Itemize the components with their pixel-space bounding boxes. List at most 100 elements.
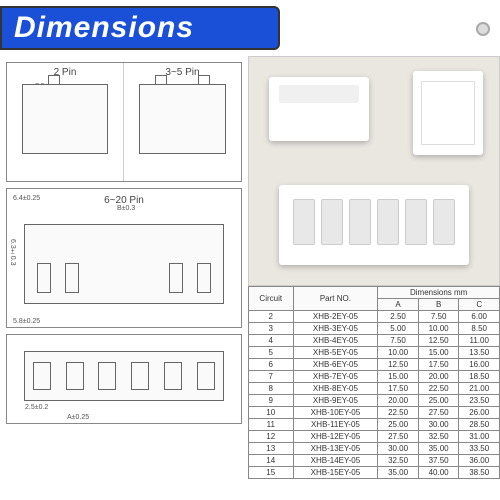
connector-photo-1 [269,77,369,141]
table-cell: 32.50 [378,455,419,467]
table-row: 6XHB-6EY-0512.5017.5016.00 [249,359,500,371]
table-cell: 27.50 [378,431,419,443]
table-cell: 40.00 [418,467,459,479]
table-cell: 8.50 [459,323,500,335]
photo-area [248,56,500,286]
port-icon [98,362,116,390]
table-row: 11XHB-11EY-0525.0030.0028.50 [249,419,500,431]
table-cell: 38.50 [459,467,500,479]
slot-icon [169,263,183,293]
table-cell: XHB-7EY-05 [293,371,378,383]
table-cell: 11.00 [459,335,500,347]
table-cell: 23.50 [459,395,500,407]
table-cell: 13 [249,443,294,455]
table-header-row: Circuit Part NO. Dimensions mm [249,287,500,299]
table-row: 5XHB-5EY-0510.0015.0013.50 [249,347,500,359]
table-cell: 37.50 [418,455,459,467]
table-cell: 17.50 [418,359,459,371]
table-cell: 17.50 [378,383,419,395]
table-cell: 12 [249,431,294,443]
table-cell: 25.00 [418,395,459,407]
table-cell: 12.50 [378,359,419,371]
th-dimensions: Dimensions mm [378,287,500,299]
table-cell: 35.00 [418,443,459,455]
right-column: Circuit Part NO. Dimensions mm A B C 2XH… [248,56,500,500]
table-cell: 20.00 [418,371,459,383]
tab-icon [155,75,167,85]
table-cell: 18.50 [459,371,500,383]
table-cell: 22.50 [418,383,459,395]
label-2pin: 2 Pin [11,67,119,78]
dimensions-table: Circuit Part NO. Dimensions mm A B C 2XH… [248,286,500,479]
table-cell: 30.00 [418,419,459,431]
hole-icon [476,22,490,36]
schematic-3to5pin [139,84,226,154]
table-cell: 6 [249,359,294,371]
dim-label: 6.4±0.25 [13,195,40,202]
table-row: 10XHB-10EY-0522.5027.5026.00 [249,407,500,419]
table-cell: XHB-6EY-05 [293,359,378,371]
slot-icon [37,263,51,293]
port-icon [131,362,149,390]
table-cell: 11 [249,419,294,431]
dim-label: B±0.3 [117,205,135,212]
table-cell: XHB-5EY-05 [293,347,378,359]
table-cell: 21.00 [459,383,500,395]
port-icon [66,362,84,390]
table-cell: XHB-11EY-05 [293,419,378,431]
tab-icon [48,75,60,85]
table-cell: 2 [249,311,294,323]
slot-icon [65,263,79,293]
table-cell: XHB-10EY-05 [293,407,378,419]
slot-icon [197,263,211,293]
table-cell: 7.50 [418,311,459,323]
diagram-box-front: A±0.25 2.5±0.2 [6,334,242,424]
table-row: 8XHB-8EY-0517.5022.5021.00 [249,383,500,395]
table-cell: 5 [249,347,294,359]
table-cell: XHB-13EY-05 [293,443,378,455]
diagram-box-small-pins: 2 Pin 7.5±0.3 3~5 Pin [6,62,242,182]
dim-label: 5.8±0.25 [13,318,40,325]
dim-label: 6.3±0.3 [9,239,16,265]
table-cell: 10.00 [418,323,459,335]
table-cell: XHB-3EY-05 [293,323,378,335]
table-cell: 30.00 [378,443,419,455]
label-3to5pin: 3~5 Pin [128,67,237,78]
connector-photo-3 [279,185,469,265]
dim-label: A±0.25 [67,414,89,421]
table-cell: 26.00 [459,407,500,419]
table-cell: 6.00 [459,311,500,323]
table-cell: 36.00 [459,455,500,467]
table-row: 15XHB-15EY-0535.0040.0038.50 [249,467,500,479]
table-cell: XHB-4EY-05 [293,335,378,347]
dimensions-table-wrap: Circuit Part NO. Dimensions mm A B C 2XH… [248,286,500,500]
table-cell: 8 [249,383,294,395]
table-cell: 12.50 [418,335,459,347]
table-row: 4XHB-4EY-057.5012.5011.00 [249,335,500,347]
table-cell: 3 [249,323,294,335]
table-row: 3XHB-3EY-055.0010.008.50 [249,323,500,335]
table-row: 7XHB-7EY-0515.0020.0018.50 [249,371,500,383]
table-cell: 13.50 [459,347,500,359]
diagram-3to5pin: 3~5 Pin [124,63,241,181]
table-cell: XHB-14EY-05 [293,455,378,467]
table-cell: 10.00 [378,347,419,359]
port-icon [33,362,51,390]
table-cell: 14 [249,455,294,467]
table-row: 12XHB-12EY-0527.5032.5031.00 [249,431,500,443]
table-cell: 35.00 [378,467,419,479]
table-cell: 20.00 [378,395,419,407]
diagram-2pin: 2 Pin 7.5±0.3 [7,63,124,181]
table-cell: 7.50 [378,335,419,347]
header: Dimensions [0,0,500,56]
dim-label: 2.5±0.2 [25,404,48,411]
table-cell: 4 [249,335,294,347]
port-icon [197,362,215,390]
header-title: Dimensions [14,11,194,45]
table-cell: 5.00 [378,323,419,335]
port-icon [164,362,182,390]
table-cell: XHB-15EY-05 [293,467,378,479]
schematic-2pin [22,84,108,154]
diagram-box-6to20pin: 6~20 Pin 6.4±0.25 6.3±0.3 14.3±0.3 B±0.3… [6,188,242,328]
table-row: 14XHB-14EY-0532.5037.5036.00 [249,455,500,467]
